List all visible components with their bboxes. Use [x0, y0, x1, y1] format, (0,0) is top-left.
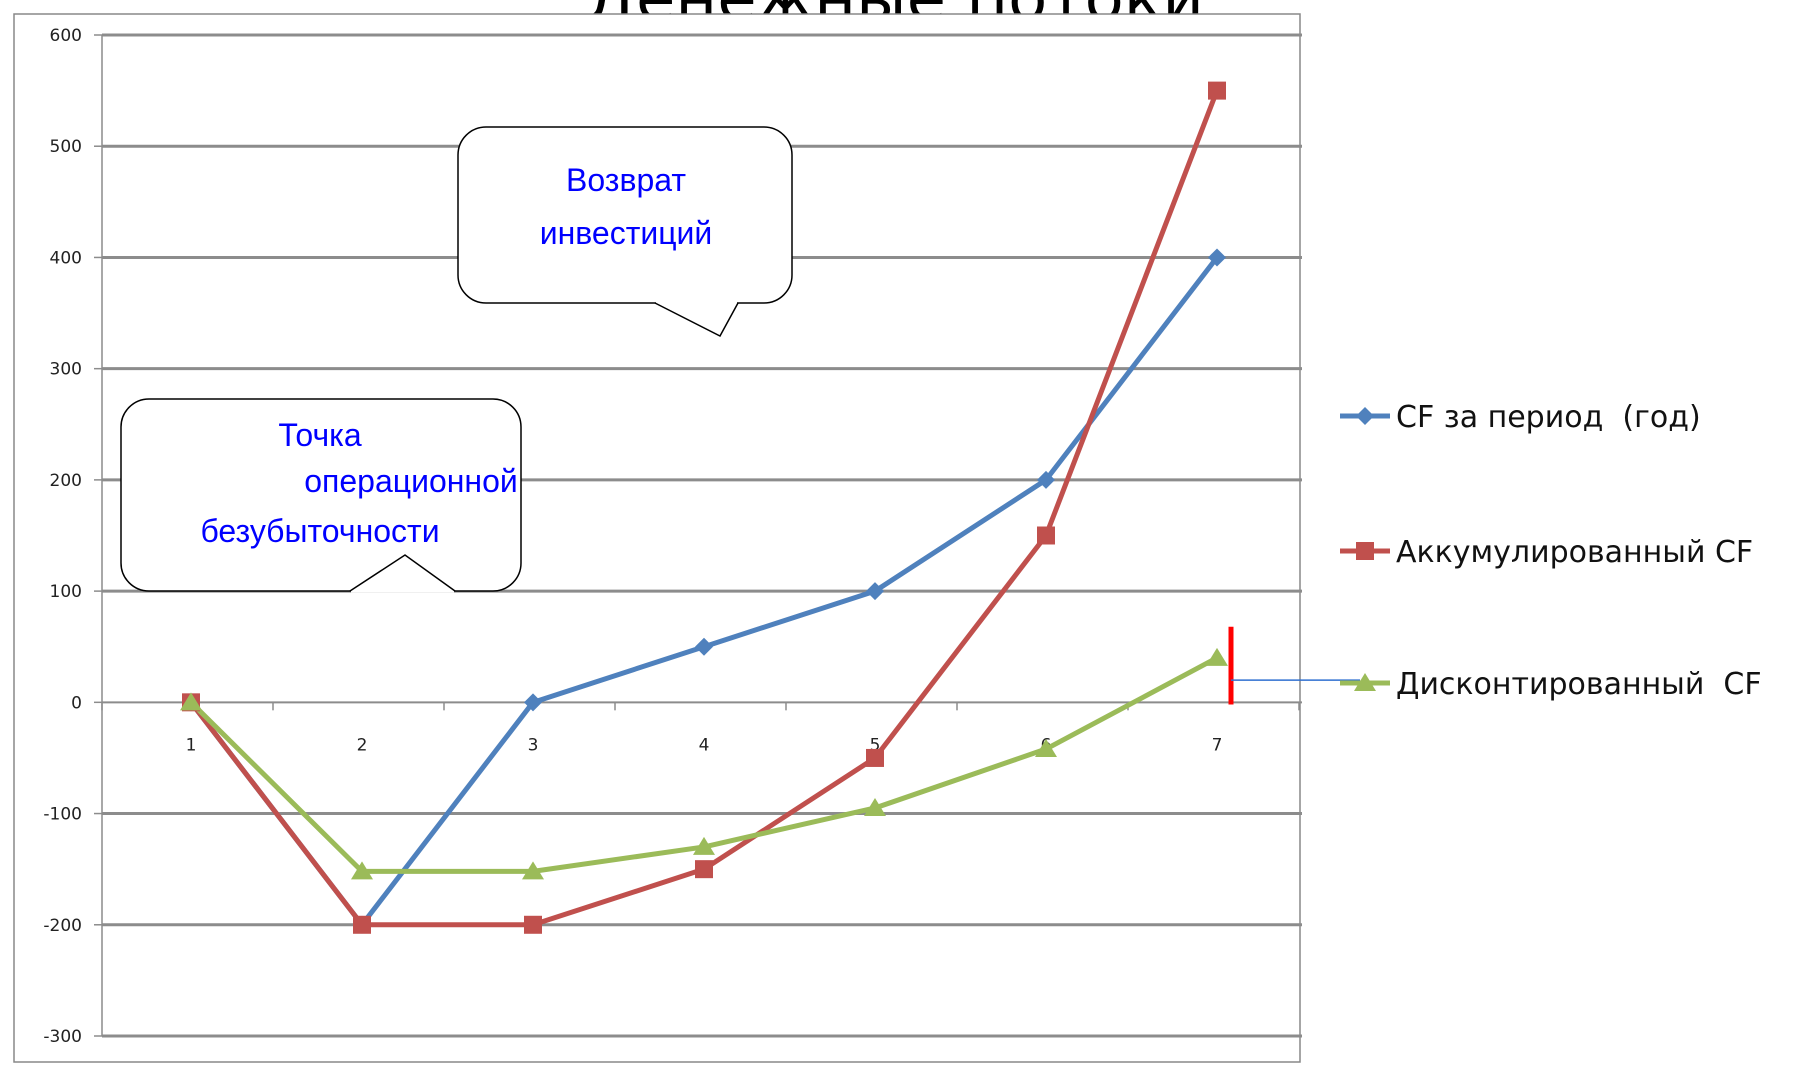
y-tick-label: -300 [43, 1027, 82, 1047]
data-point-s1 [1037, 470, 1055, 489]
y-tick-label: 300 [50, 360, 82, 380]
legend-marker-3 [1354, 673, 1376, 691]
data-point-s1 [695, 637, 713, 656]
data-point-s3 [180, 692, 202, 711]
y-tick-label: 600 [50, 26, 82, 46]
legend: CF за период (год) Аккумулированный CF Дис… [1340, 400, 1762, 702]
data-point-s3 [522, 861, 544, 880]
y-tick-label: 100 [50, 582, 82, 602]
callout-text-line: безубыточности [200, 513, 439, 549]
y-tick-label: -100 [43, 805, 82, 825]
callout-text-line: Точка [278, 417, 362, 453]
data-point-s2 [524, 915, 542, 934]
legend-label-1: CF за период (год) [1396, 400, 1701, 435]
callout-box [457, 126, 793, 304]
series-markers [180, 81, 1228, 934]
data-point-s2 [866, 748, 884, 767]
data-point-s3 [693, 836, 715, 855]
x-tick-label: 4 [699, 735, 710, 755]
legend-marker-1 [1356, 407, 1374, 425]
callout-text-line: инвестиций [540, 215, 713, 251]
y-tick-label: 0 [71, 693, 82, 713]
y-tick-label: 400 [50, 248, 82, 268]
y-tick-label: 500 [50, 137, 82, 157]
data-point-s1 [866, 582, 884, 601]
legend-label-3: Дисконтированный CF [1396, 667, 1762, 702]
y-tick-label: -200 [43, 916, 82, 936]
legend-label-2: Аккумулированный CF [1396, 535, 1753, 570]
callout-text-line: Возврат [566, 162, 686, 198]
x-tick-label: 7 [1212, 735, 1223, 755]
data-point-s1 [1208, 248, 1226, 267]
callout-box [120, 398, 522, 592]
data-point-s3 [864, 797, 886, 816]
x-tick-label: 1 [186, 735, 197, 755]
y-tick-label: 200 [50, 471, 82, 491]
callouts: Возврат инвестиций Точка операционной безубы… [120, 126, 793, 593]
callout-tail [654, 302, 739, 337]
data-point-s2 [695, 860, 713, 879]
data-point-s2 [1208, 81, 1226, 100]
x-tick-label: 3 [528, 735, 539, 755]
legend-marker-2 [1356, 542, 1374, 560]
data-point-s2 [353, 915, 371, 934]
x-tick-label: 2 [357, 735, 368, 755]
data-point-s3 [351, 861, 373, 880]
callout-tail [349, 554, 456, 592]
data-point-s1 [524, 693, 542, 712]
callout-text-line: операционной [304, 463, 518, 499]
data-point-s3 [1035, 739, 1057, 758]
data-point-s3 [1206, 647, 1228, 666]
data-point-s2 [1037, 526, 1055, 545]
x-tick-label: 5 [870, 735, 881, 755]
